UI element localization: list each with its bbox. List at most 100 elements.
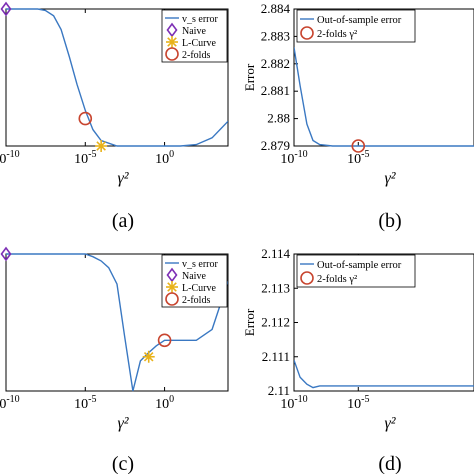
legend-entry: 2-folds γ² xyxy=(317,29,357,40)
y-tick-label: 2.884 xyxy=(261,1,291,16)
x-tick-base: 10 xyxy=(0,152,6,167)
x-tick-exponent: -10 xyxy=(6,149,19,160)
x-tick-exponent: -10 xyxy=(294,149,307,160)
circle-marker-icon xyxy=(351,139,366,153)
x-tick-exponent: -5 xyxy=(361,149,369,160)
y-tick-label: 2.882 xyxy=(261,56,290,71)
x-tick-exponent: -5 xyxy=(361,394,369,405)
legend-entry: Out-of-sample error xyxy=(317,15,402,26)
panel-b: 10-10 10-52.8792.882.8812.8822.8832.884Er… xyxy=(242,1,474,232)
y-tick-label: 2.111 xyxy=(262,349,290,364)
series-line xyxy=(6,253,228,392)
x-tick-base: 10 xyxy=(347,152,361,167)
legend-entry: 2-folds xyxy=(182,50,210,61)
legend-entry: L-Curve xyxy=(182,38,216,49)
marker-layer xyxy=(0,246,172,363)
asterisk-marker-icon xyxy=(166,281,178,293)
circle-marker-icon xyxy=(300,271,314,285)
legend-entry: Naive xyxy=(182,271,206,282)
x-axis-label: γ² xyxy=(384,415,396,432)
panel-label: (b) xyxy=(378,210,401,232)
legend-box xyxy=(296,254,416,288)
x-tick-label: 10-5 xyxy=(347,149,369,167)
data-layer xyxy=(6,253,228,392)
x-tick-label: 10-10 xyxy=(280,149,307,167)
legend-entry: Out-of-sample error xyxy=(317,260,402,271)
data-layer xyxy=(6,8,228,147)
asterisk-stroke xyxy=(167,37,177,47)
data-layer xyxy=(294,47,474,147)
legend-entry: 2-folds xyxy=(182,295,210,306)
x-tick-label: 10-5 xyxy=(74,149,96,167)
legend-entry: Naive xyxy=(182,26,206,37)
x-tick-label: 100 xyxy=(155,149,174,167)
x-axis-label: γ² xyxy=(117,415,129,432)
panel-label: (c) xyxy=(112,453,134,474)
x-tick-label: 10-10 xyxy=(0,149,20,167)
circle-marker-icon xyxy=(300,26,314,40)
y-tick-label: 2.88 xyxy=(267,111,290,126)
y-tick-label: 2.879 xyxy=(261,138,290,153)
x-tick-base: 10 xyxy=(0,397,6,412)
x-tick-exponent: 0 xyxy=(169,394,174,405)
diamond-marker-icon xyxy=(0,246,12,262)
x-tick-base: 10 xyxy=(280,397,294,412)
x-tick-exponent: -10 xyxy=(294,394,307,405)
x-tick-base: 10 xyxy=(74,152,88,167)
panel-label: (d) xyxy=(378,453,401,474)
circle-marker-icon xyxy=(78,111,93,126)
asterisk-stroke xyxy=(167,282,177,292)
y-tick-label: 2.11 xyxy=(268,383,290,398)
series-line xyxy=(294,359,474,389)
x-tick-label: 10-10 xyxy=(280,394,307,412)
x-tick-label: 10-5 xyxy=(347,394,369,412)
y-tick-label: 2.883 xyxy=(261,28,290,43)
series-line xyxy=(6,8,228,147)
x-tick-exponent: -5 xyxy=(88,149,96,160)
panel-d: 10-10 10-52.112.1112.1122.1132.114Errorγ²… xyxy=(242,246,474,474)
data-layer xyxy=(294,359,474,389)
marker-layer xyxy=(0,1,108,152)
x-tick-exponent: -10 xyxy=(6,394,19,405)
x-tick-base: 10 xyxy=(74,397,88,412)
asterisk-stroke xyxy=(96,141,106,151)
legend-entry: v_s error xyxy=(182,259,218,270)
y-tick-label: 2.112 xyxy=(261,315,290,330)
series-line xyxy=(294,47,474,147)
x-tick-base: 10 xyxy=(155,152,169,167)
y-axis-label: Error xyxy=(242,308,257,336)
legend-entry: v_s error xyxy=(182,14,218,25)
plot-frame xyxy=(5,253,229,392)
x-tick-label: 10-10 xyxy=(0,394,20,412)
y-axis-label: Error xyxy=(242,63,257,91)
legend-entry: 2-folds γ² xyxy=(317,274,357,285)
legend: Out-of-sample error 2-folds γ² xyxy=(296,254,416,288)
x-axis-label: γ² xyxy=(117,170,129,187)
diamond-marker-icon xyxy=(0,1,12,17)
x-tick-label: 100 xyxy=(155,394,174,412)
x-tick-base: 10 xyxy=(155,397,169,412)
legend: Out-of-sample error 2-folds γ² xyxy=(296,9,416,43)
x-tick-base: 10 xyxy=(347,397,361,412)
y-tick-label: 2.881 xyxy=(261,83,290,98)
asterisk-marker-icon xyxy=(95,140,108,152)
circle-marker-icon xyxy=(165,47,179,61)
circle-marker-icon xyxy=(165,292,179,306)
marker-layer xyxy=(351,139,366,153)
x-axis-label: γ² xyxy=(384,170,396,187)
x-tick-label: 10-5 xyxy=(74,394,96,412)
panel-label: (a) xyxy=(112,210,134,232)
asterisk-marker-icon xyxy=(142,350,155,363)
asterisk-marker-icon xyxy=(166,36,178,48)
legend-entry: L-Curve xyxy=(182,283,216,294)
y-tick-label: 2.114 xyxy=(261,246,290,261)
x-tick-exponent: 0 xyxy=(169,149,174,160)
legend-box xyxy=(296,9,416,43)
asterisk-stroke xyxy=(143,351,154,362)
x-tick-exponent: -5 xyxy=(88,394,96,405)
